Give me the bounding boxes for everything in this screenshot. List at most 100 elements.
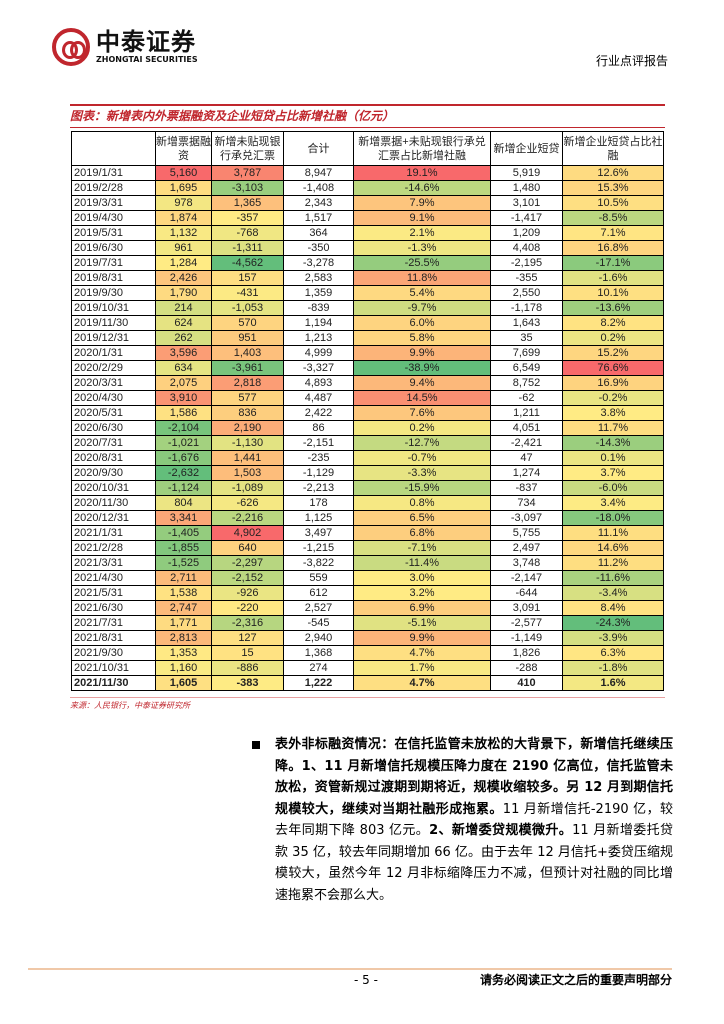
column-header: 新增企业短贷 — [490, 131, 563, 166]
table-cell: 2,527 — [283, 600, 354, 616]
table-row: 2021/7/31 1,771 -2,316 -545 -5.1% -2,577 -24.3… — [71, 615, 664, 631]
table-row: 2020/12/31 3,341 -2,216 1,125 6.5% -3,097 -18.… — [71, 510, 664, 526]
row-date: 2020/8/31 — [71, 450, 156, 466]
table-cell: -2,104 — [155, 420, 212, 436]
row-date: 2019/11/30 — [71, 315, 156, 331]
table-row: 2019/7/31 1,284 -4,562 -3,278 -25.5% -2,195 -1… — [71, 255, 664, 271]
table-cell: -3.9% — [562, 630, 664, 646]
table-cell: 577 — [211, 390, 284, 406]
table-cell: -13.6% — [562, 300, 664, 316]
table-cell: -38.9% — [353, 360, 491, 376]
row-date: 2020/7/31 — [71, 435, 156, 451]
row-date: 2021/1/31 — [71, 525, 156, 541]
table-cell: -15.9% — [353, 480, 491, 496]
table-cell: 5,160 — [155, 165, 212, 181]
logo-mark-icon — [52, 28, 90, 66]
table-cell: 12.6% — [562, 165, 664, 181]
table-cell: -2,297 — [211, 555, 284, 571]
table-cell: -3,822 — [283, 555, 354, 571]
table-cell: 1,211 — [490, 405, 563, 421]
table-cell: 2,497 — [490, 540, 563, 556]
row-date: 2019/5/31 — [71, 225, 156, 241]
table-cell: 1,213 — [283, 330, 354, 346]
table-cell: -2,421 — [490, 435, 563, 451]
table-cell: -355 — [490, 270, 563, 286]
table-cell: 11.7% — [562, 420, 664, 436]
table-row: 2020/5/31 1,586 836 2,422 7.6% 1,211 3.8% — [71, 405, 664, 421]
table-cell: -1,130 — [211, 435, 284, 451]
table-cell: -8.5% — [562, 210, 664, 226]
table-cell: -1,417 — [490, 210, 563, 226]
table-cell: 2,818 — [211, 375, 284, 391]
table-cell: -0.2% — [562, 390, 664, 406]
table-cell: -3,103 — [211, 180, 284, 196]
row-date: 2021/5/31 — [71, 585, 156, 601]
table-cell: -383 — [211, 675, 284, 691]
table-cell: -5.1% — [353, 615, 491, 631]
table-cell: -1,676 — [155, 450, 212, 466]
table-row: 2020/9/30 -2,632 1,503 -1,129 -3.3% 1,274 3.7% — [71, 465, 664, 481]
column-header: 新增企业短贷占比社融 — [562, 131, 664, 166]
table-cell: -2,151 — [283, 435, 354, 451]
table-cell: -235 — [283, 450, 354, 466]
table-cell: 410 — [490, 675, 563, 691]
table-cell: 3.4% — [562, 495, 664, 511]
table-cell: -2,632 — [155, 465, 212, 481]
table-cell: 6.3% — [562, 645, 664, 661]
table-row: 2019/9/30 1,790 -431 1,359 5.4% 2,550 10.1% — [71, 285, 664, 301]
table-cell: 4.7% — [353, 675, 491, 691]
table-cell: 3.2% — [353, 585, 491, 601]
table-cell: 1,538 — [155, 585, 212, 601]
table-cell: 612 — [283, 585, 354, 601]
table-cell: 9.9% — [353, 345, 491, 361]
table-cell: 2,190 — [211, 420, 284, 436]
table-cell: 7.6% — [353, 405, 491, 421]
row-date: 2020/3/31 — [71, 375, 156, 391]
table-cell: 3,910 — [155, 390, 212, 406]
table-cell: 1,365 — [211, 195, 284, 211]
row-date: 2019/9/30 — [71, 285, 156, 301]
table-cell: 1.7% — [353, 660, 491, 676]
table-cell: 86 — [283, 420, 354, 436]
column-header: 新增票据+未贴现银行承兑汇票占比新增社融 — [353, 131, 491, 166]
table-cell: -14.3% — [562, 435, 664, 451]
table-cell: 9.4% — [353, 375, 491, 391]
table-cell: 1,503 — [211, 465, 284, 481]
table-cell: 3.0% — [353, 570, 491, 586]
table-cell: -1.8% — [562, 660, 664, 676]
table-cell: 9.1% — [353, 210, 491, 226]
logo-cn: 中泰证券 — [96, 28, 196, 56]
table-cell: 4,902 — [211, 525, 284, 541]
table-cell: -24.3% — [562, 615, 664, 631]
table-cell: 1,132 — [155, 225, 212, 241]
table-cell: 3,596 — [155, 345, 212, 361]
table-row: 2020/11/30 804 -626 178 0.8% 734 3.4% — [71, 495, 664, 511]
table-cell: 4,487 — [283, 390, 354, 406]
table-cell: 3,748 — [490, 555, 563, 571]
table-cell: -7.1% — [353, 540, 491, 556]
table-cell: -1,525 — [155, 555, 212, 571]
table-row: 2019/1/31 5,160 3,787 8,947 19.1% 5,919 12.6% — [71, 165, 664, 181]
table-cell: 16.9% — [562, 375, 664, 391]
table-cell: 76.6% — [562, 360, 664, 376]
table-cell: 178 — [283, 495, 354, 511]
table-cell: 1,480 — [490, 180, 563, 196]
table-cell: -1.6% — [562, 270, 664, 286]
table-cell: 4,999 — [283, 345, 354, 361]
table-cell: 2.1% — [353, 225, 491, 241]
table-cell: -11.4% — [353, 555, 491, 571]
table-row: 2020/1/31 3,596 1,403 4,999 9.9% 7,699 15.2% — [71, 345, 664, 361]
row-date: 2021/7/31 — [71, 615, 156, 631]
table-cell: 364 — [283, 225, 354, 241]
table-cell: 1,284 — [155, 255, 212, 271]
table-cell: -2,577 — [490, 615, 563, 631]
table-cell: 2,426 — [155, 270, 212, 286]
table-cell: 951 — [211, 330, 284, 346]
company-logo: 中泰证券 ZHONGTAI SECURITIES — [52, 28, 198, 66]
table-cell: -62 — [490, 390, 563, 406]
table-cell: -2,216 — [211, 510, 284, 526]
table-cell: 1,826 — [490, 645, 563, 661]
table-row: 2020/3/31 2,075 2,818 4,893 9.4% 8,752 16.9% — [71, 375, 664, 391]
table-cell: -1.3% — [353, 240, 491, 256]
table-cell: -644 — [490, 585, 563, 601]
